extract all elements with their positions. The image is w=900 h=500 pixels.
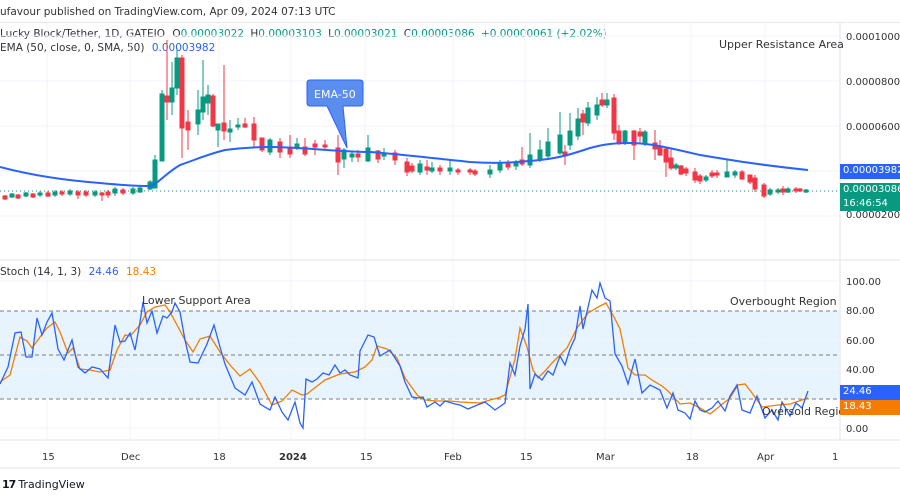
header-divider (0, 22, 900, 23)
stoch-tick: 40.00 (846, 365, 875, 376)
tradingview-logo-icon: 17 (2, 478, 16, 491)
time-tick: Dec (121, 452, 140, 463)
stoch-tick: 60.00 (846, 336, 875, 347)
close-value: 0.00003086 (411, 28, 475, 40)
time-tick: 1 (832, 452, 838, 463)
publish-info: ufavour published on TradingView.com, Ap… (0, 6, 336, 18)
candlesticks (2, 40, 809, 201)
stoch-tick: 0.00 (846, 424, 868, 435)
open-value: 0.00003022 (180, 28, 245, 40)
bar-countdown: 16:46:54 (840, 197, 900, 211)
time-tick: 15 (360, 452, 373, 463)
stoch-k-line[interactable] (0, 280, 809, 431)
stoch-label[interactable]: Stoch (14, 1, 3) (0, 266, 82, 278)
ema-callout (306, 79, 364, 149)
last-price-tag: 0.00003086 (840, 183, 900, 197)
stoch-grid (0, 280, 840, 429)
time-tick: Mar (596, 452, 616, 463)
lower-support-label[interactable]: Lower Support Area (142, 294, 251, 307)
stoch-levels (0, 310, 840, 400)
time-tick: Apr (757, 452, 775, 463)
ema-legend: EMA (50, close, 0, SMA, 50) 0.00003982 (0, 42, 215, 54)
change-value: +0.00000061 (+2.02%) (480, 28, 607, 40)
stoch-d-value: 18.43 (126, 266, 157, 278)
low-value: 0.00003021 (333, 28, 398, 40)
high-value: 0.00003103 (258, 28, 322, 40)
ema-price-tag: 0.00003982 (840, 164, 900, 179)
stoch-d-line[interactable] (0, 302, 809, 415)
overbought-label[interactable]: Overbought Region (730, 295, 837, 308)
price-tick: 0.00002000 (846, 210, 900, 221)
ema-label[interactable]: EMA (50, close, 0, SMA, 50) (0, 42, 145, 54)
ema-callout-label[interactable]: EMA-50 (314, 88, 356, 101)
time-tick: 2024 (279, 452, 307, 463)
ema-value: 0.00003982 (151, 42, 216, 54)
upper-resistance-label[interactable]: Upper Resistance Area (719, 38, 844, 51)
oversold-label[interactable]: Oversold Region (762, 405, 852, 418)
ema-50-line[interactable] (0, 141, 809, 188)
symbol-name[interactable]: Lucky Block/Tether, 1D, GATEIO (0, 28, 165, 40)
time-tick: 15 (520, 452, 533, 463)
stoch-tick: 100.00 (846, 277, 881, 288)
stoch-k-tag: 24.46 (840, 385, 900, 400)
time-tick: 15 (42, 452, 55, 463)
stoch-k-value: 24.46 (88, 266, 119, 278)
symbol-legend: Lucky Block/Tether, 1D, GATEIO O0.000030… (0, 28, 607, 40)
time-tick: Feb (444, 452, 462, 463)
time-tick: 18 (686, 452, 699, 463)
time-tick: 18 (213, 452, 226, 463)
tradingview-logo[interactable]: 17 TradingView (2, 478, 85, 491)
stoch-d-tag: 18.43 (840, 400, 900, 415)
stoch-legend: Stoch (14, 1, 3) 24.46 18.43 (0, 266, 156, 278)
stoch-tick: 80.00 (846, 306, 875, 317)
